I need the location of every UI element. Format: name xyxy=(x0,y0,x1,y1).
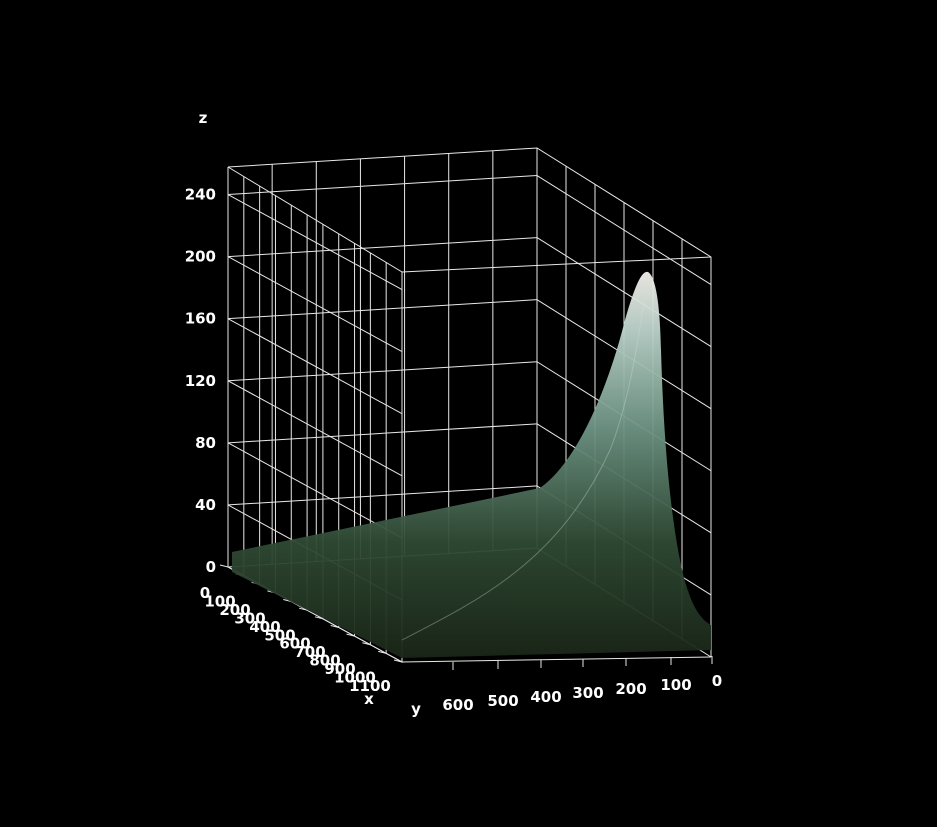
y-tick-label: 0 xyxy=(712,672,722,690)
x-tick-label: 900 xyxy=(324,660,355,678)
surface xyxy=(232,271,711,658)
x-tick-label: 1100 xyxy=(349,677,391,695)
z-tick-label: 120 xyxy=(185,372,216,390)
x-tick-mark xyxy=(330,624,339,628)
y-tick-label: 500 xyxy=(487,692,518,710)
y-tick-label: 600 xyxy=(442,696,473,714)
x-tick-label: 400 xyxy=(249,618,280,636)
z-tick-label: 200 xyxy=(185,248,216,266)
z-gridline-left xyxy=(227,194,403,290)
x-tick-mark xyxy=(346,633,355,637)
y-tick-label: 100 xyxy=(660,676,691,694)
surface-sheet xyxy=(232,271,711,658)
z-tick-label: 0 xyxy=(206,558,216,576)
y-tick-label: 300 xyxy=(572,684,603,702)
x-tick-mark xyxy=(362,642,371,646)
axis-labels: 0408012016020024001002003004005006007008… xyxy=(185,109,723,718)
x-tick-label: 1000 xyxy=(334,669,376,687)
z-gridline-back xyxy=(227,361,538,382)
x-tick-label: 200 xyxy=(219,601,250,619)
x-tick-label: 700 xyxy=(294,643,325,661)
x-tick-mark xyxy=(393,659,403,663)
z-tick-label: 240 xyxy=(185,186,216,204)
x-tick-label: 300 xyxy=(234,609,265,627)
x-axis-label: x xyxy=(364,690,374,708)
top-front-edge xyxy=(401,256,712,273)
z-gridline-back xyxy=(227,423,538,444)
z-gridline-back xyxy=(227,175,538,196)
x-tick-label: 0 xyxy=(200,584,210,602)
x-tick-mark xyxy=(314,616,324,620)
x-tick-mark xyxy=(378,650,387,654)
z-axis-label: z xyxy=(199,109,208,127)
z-gridline-left xyxy=(227,318,403,415)
z-gridline-left xyxy=(227,380,403,477)
z-gridline-back xyxy=(227,485,538,506)
surface-ridge xyxy=(401,273,649,641)
x-tick-mark xyxy=(219,564,229,568)
y-axis-label: y xyxy=(411,700,421,718)
z-gridline-back xyxy=(227,237,538,258)
z-tick-label: 80 xyxy=(195,434,216,452)
z-gridline-back xyxy=(227,299,538,320)
x-tick-label: 800 xyxy=(309,652,340,670)
z-gridline-left xyxy=(227,442,403,539)
z-gridline-left xyxy=(227,256,403,353)
y-tick-label: 400 xyxy=(530,688,561,706)
x-tick-label: 500 xyxy=(264,626,295,644)
z-tick-label: 160 xyxy=(185,310,216,328)
x-tick-label: 600 xyxy=(279,635,310,653)
x-tick-mark xyxy=(298,607,308,611)
z-tick-label: 40 xyxy=(195,496,216,514)
y-tick-label: 200 xyxy=(615,680,646,698)
x-tick-label: 100 xyxy=(204,592,235,610)
floor-front-edge xyxy=(401,656,712,663)
